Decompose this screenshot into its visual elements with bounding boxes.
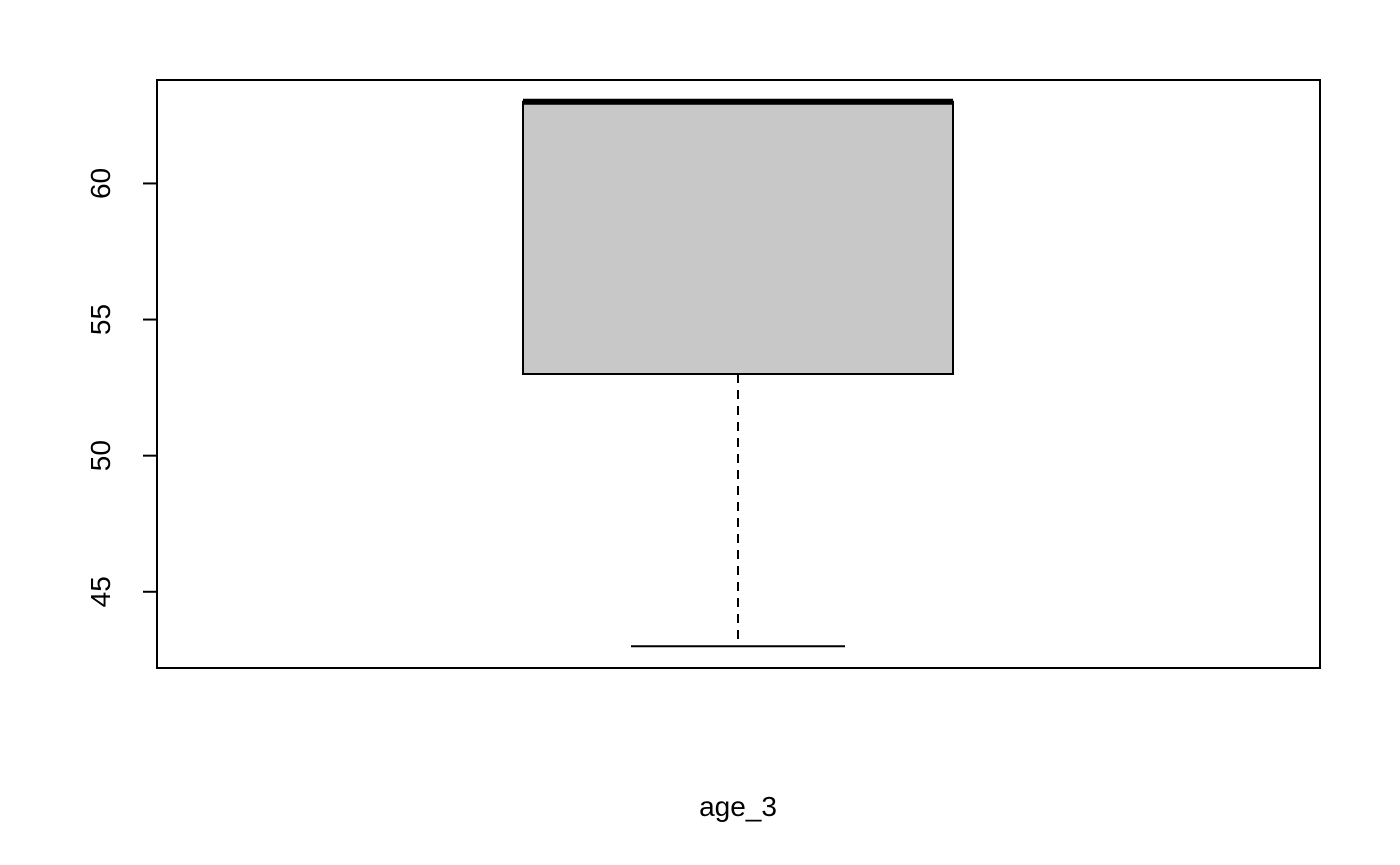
x-axis-label: age_3: [699, 791, 777, 822]
y-tick-label: 45: [85, 576, 116, 607]
y-axis: 45 50 55 60: [85, 168, 158, 607]
iqr-box: [522, 100, 954, 376]
y-tick-label: 50: [85, 440, 116, 471]
y-tick-label: 60: [85, 168, 116, 199]
boxplot-series-age-3: [522, 98, 954, 648]
y-tick-label: 55: [85, 304, 116, 335]
